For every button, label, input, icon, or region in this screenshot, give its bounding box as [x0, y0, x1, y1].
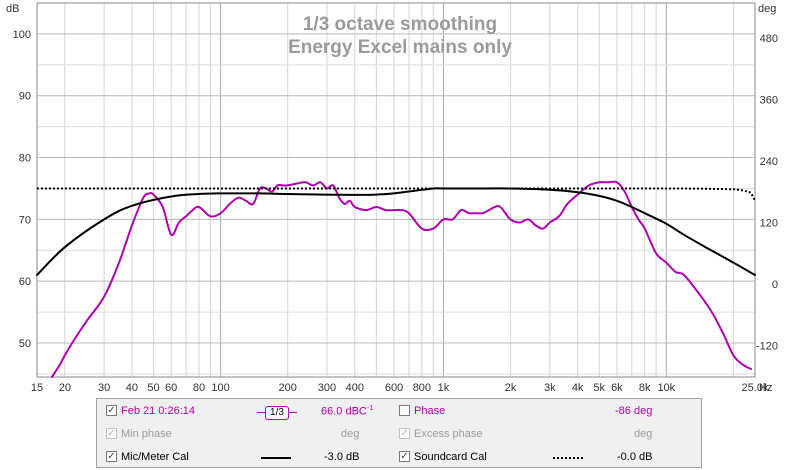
x-axis-unit: Hz — [759, 382, 772, 394]
frequency-response-chart: 1/3 octave smoothing Energy Excel mains … — [6, 2, 778, 394]
plot-frame — [36, 2, 756, 378]
y-tick-label: 100 — [13, 29, 31, 41]
series-group — [36, 180, 756, 378]
mic-cal-swatch — [261, 457, 291, 459]
y-tick-label: 50 — [19, 338, 31, 350]
spl-level-sup: -1 — [366, 405, 374, 412]
x-tick-label: 80 — [193, 382, 205, 394]
grid — [37, 2, 755, 377]
y2-tick-label: 480 — [760, 33, 778, 45]
min-phase-unit: deg — [341, 428, 360, 440]
x-tick-label: 800 — [413, 382, 431, 394]
x-tick-label: 4k — [572, 382, 584, 394]
soundcard-cal-curve — [37, 187, 756, 202]
mic-cal-checkbox[interactable]: ✓ — [106, 451, 117, 462]
x-tick-label: 60 — [165, 382, 177, 394]
legend-row-cal: ✓ Mic/Meter Cal -3.0 dB ✓ Soundcard Cal … — [97, 448, 701, 470]
x-tick-label: 2k — [505, 382, 517, 394]
spl-level-number: 66.0 dBC — [321, 405, 367, 418]
y2-tick-label: 0 — [772, 279, 778, 291]
x-tick-label: 5k — [593, 382, 605, 394]
measurement-label: Feb 21 0:26:14 — [121, 405, 196, 417]
x-tick-label: 15 — [31, 382, 43, 394]
x-tick-label: 8k — [639, 382, 651, 394]
soundcard-cal-value: -0.0 dB — [617, 451, 653, 463]
x-tick-label: 20 — [59, 382, 71, 394]
x-tick-label: 300 — [318, 382, 336, 394]
excess-phase-unit: deg — [634, 428, 653, 440]
x-tick-label: 3k — [544, 382, 556, 394]
y-tick-label: 70 — [19, 214, 31, 226]
x-tick-label: 25.0k — [742, 382, 769, 394]
x-tick-label: 100 — [211, 382, 229, 394]
spl-level-value: 66.0 dBC-1 — [321, 405, 373, 418]
y2-tick-label: 120 — [760, 218, 778, 230]
legend-panel: ✓ Feb 21 0:26:14 1/3 66.0 dBC-1 Phase -8… — [96, 398, 702, 468]
min-phase-checkbox[interactable]: ✓ — [106, 428, 117, 439]
chart-subtitle: Energy Excel mains only — [288, 37, 512, 58]
excess-phase-checkbox[interactable]: ✓ — [399, 428, 410, 439]
x-tick-label: 50 — [147, 382, 159, 394]
soundcard-cal-swatch — [553, 457, 583, 459]
x-tick-label: 10k — [657, 382, 675, 394]
y2-tick-label: 240 — [760, 156, 778, 168]
x-tick-label: 40 — [126, 382, 138, 394]
measurement-curve — [50, 180, 752, 378]
y-tick-label: 90 — [19, 91, 31, 103]
x-tick-label: 1k — [438, 382, 450, 394]
legend-row-measurement: ✓ Feb 21 0:26:14 1/3 66.0 dBC-1 Phase -8… — [97, 402, 701, 424]
excess-phase-label: Excess phase — [414, 428, 483, 440]
tick-labels: 15 20 30 40 50 60 80 100 200 300 400 600 800 1k 2k 3k 4k… — [13, 29, 778, 394]
y-axis-unit-left: dB — [6, 3, 19, 15]
min-phase-label: Min phase — [121, 428, 172, 440]
x-tick-label: 6k — [611, 382, 623, 394]
x-tick-label: 30 — [98, 382, 110, 394]
x-tick-label: 600 — [385, 382, 403, 394]
measurement-checkbox[interactable]: ✓ — [106, 405, 117, 416]
smoothing-dash-right — [289, 412, 297, 413]
x-tick-label: 400 — [346, 382, 364, 394]
soundcard-cal-checkbox[interactable]: ✓ — [399, 451, 410, 462]
phase-checkbox[interactable] — [399, 405, 410, 416]
chart-title: 1/3 octave smoothing — [303, 14, 497, 35]
smoothing-value: 1/3 — [265, 406, 289, 420]
mic-cal-label: Mic/Meter Cal — [121, 451, 189, 463]
legend-row-phase: ✓ Min phase deg ✓ Excess phase deg — [97, 425, 701, 447]
phase-value: -86 deg — [615, 405, 653, 417]
mic-cal-curve — [36, 187, 756, 276]
phase-label: Phase — [414, 405, 446, 417]
soundcard-cal-label: Soundcard Cal — [414, 451, 487, 463]
y-axis-unit-right: deg — [758, 3, 776, 15]
y2-tick-label: 360 — [760, 94, 778, 106]
y2-tick-label: -120 — [756, 341, 778, 353]
y-tick-label: 80 — [19, 153, 31, 165]
x-tick-label: 200 — [279, 382, 297, 394]
mic-cal-value: -3.0 dB — [324, 451, 360, 463]
smoothing-dash-left — [257, 412, 265, 413]
y-tick-label: 60 — [19, 276, 31, 288]
